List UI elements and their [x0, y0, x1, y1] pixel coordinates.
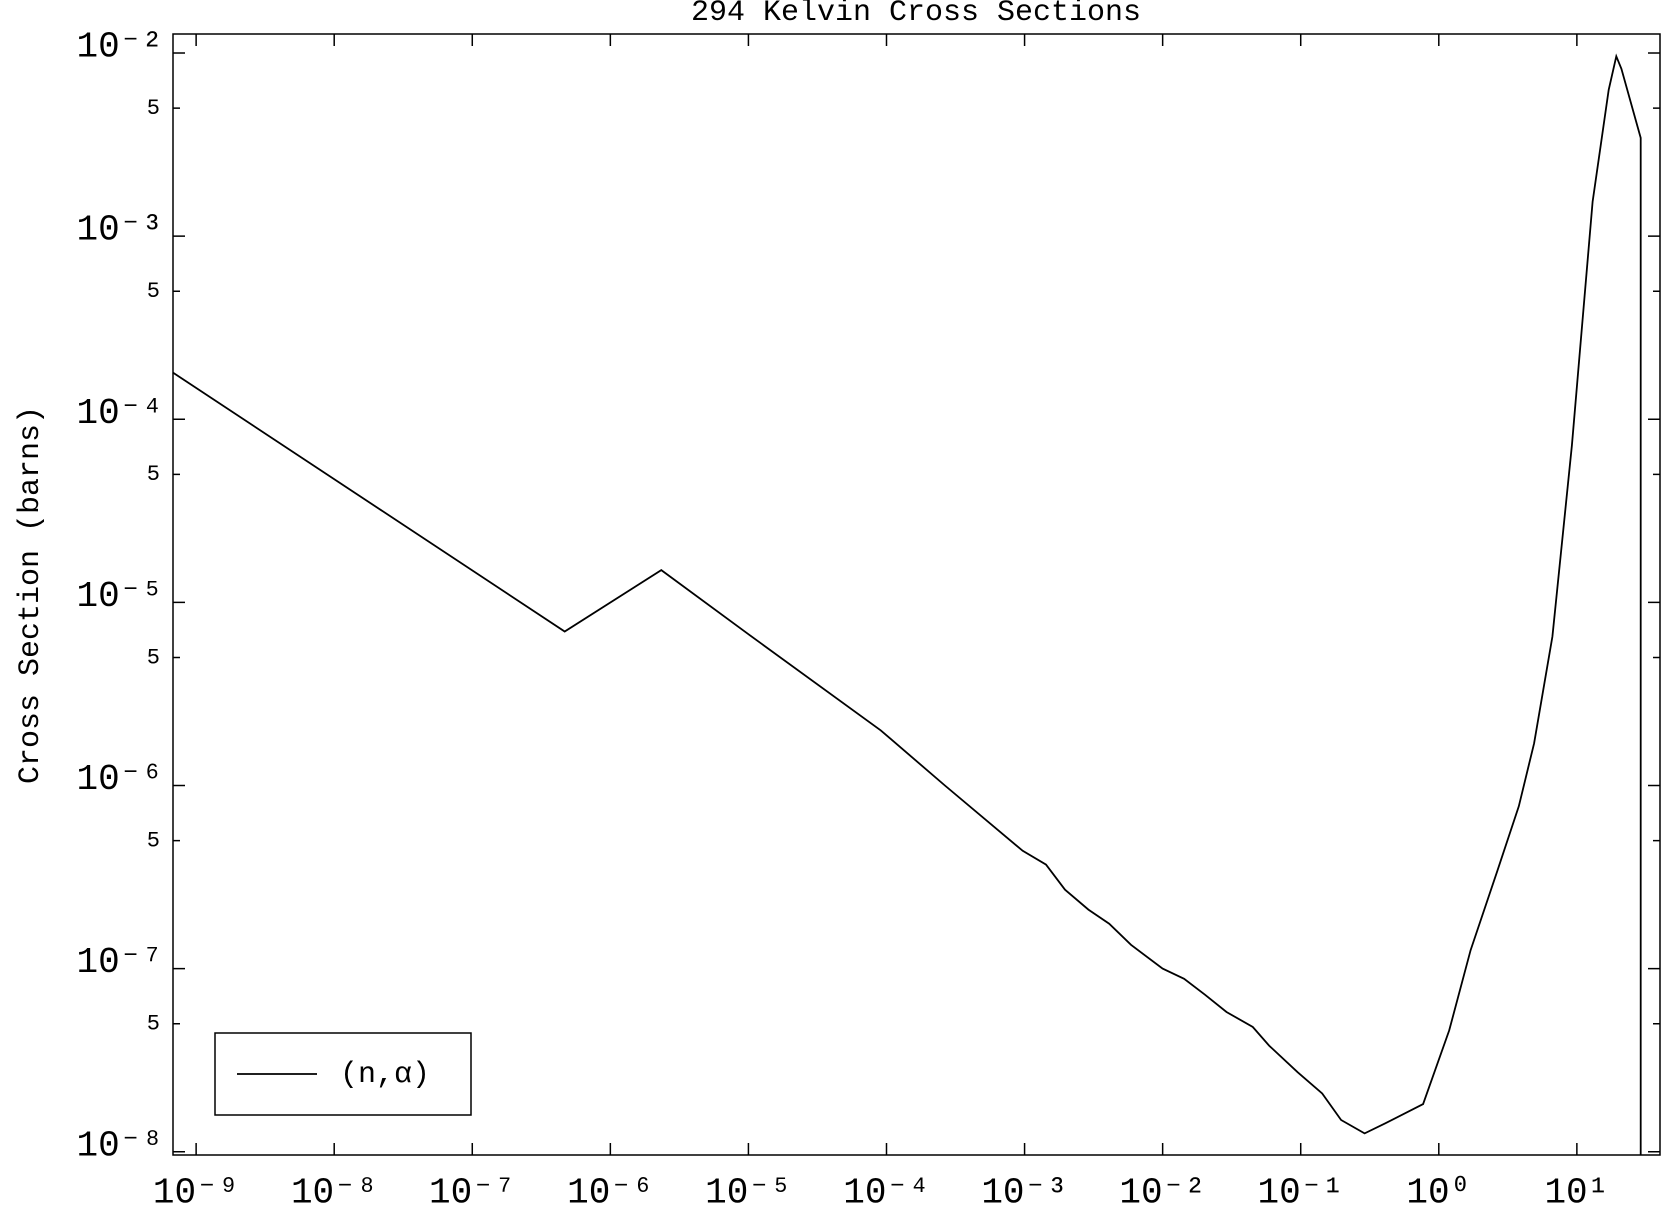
x-tick-label: 10⁻⁵ [705, 1173, 791, 1214]
legend: (n,α) [214, 1032, 472, 1116]
y-tick-label: 5 [147, 279, 160, 304]
data-line [172, 53, 1642, 1155]
x-tick-label: 10⁻² [1119, 1173, 1205, 1214]
x-tick-label: 10⁻⁷ [429, 1173, 515, 1214]
y-tick-label: 10⁻⁶ [77, 759, 163, 800]
x-tick-label: 10⁻³ [981, 1173, 1067, 1214]
plot-frame [172, 33, 1661, 1156]
y-tick-label: 10⁻⁵ [77, 576, 163, 617]
y-tick-label: 5 [147, 462, 160, 487]
x-tick-label: 10¹ [1544, 1173, 1609, 1214]
y-tick-label: 10⁻² [77, 27, 163, 68]
y-tick-label: 10⁻⁴ [77, 393, 163, 434]
y-tick-label: 5 [147, 828, 160, 853]
y-tick-label: 5 [147, 645, 160, 670]
chart-title: 294 Kelvin Cross Sections [691, 0, 1141, 30]
x-tick-label: 10⁻⁴ [843, 1173, 929, 1214]
x-tick-label: 10⁻⁹ [153, 1173, 239, 1214]
x-tick-label: 10⁰ [1406, 1173, 1471, 1214]
y-tick-label: 10⁻⁷ [77, 942, 163, 983]
y-tick-label: 5 [147, 1012, 160, 1037]
x-tick-label: 10⁻¹ [1257, 1173, 1343, 1214]
y-tick-label: 10⁻³ [77, 210, 163, 251]
y-tick-label: 5 [147, 96, 160, 121]
y-tick-label: 10⁻⁸ [77, 1125, 163, 1166]
x-tick-label: 10⁻⁶ [567, 1173, 653, 1214]
x-tick-label: 10⁻⁸ [291, 1173, 377, 1214]
legend-label: (n,α) [340, 1058, 430, 1092]
y-axis-label: Cross Section (barns) [14, 406, 48, 784]
